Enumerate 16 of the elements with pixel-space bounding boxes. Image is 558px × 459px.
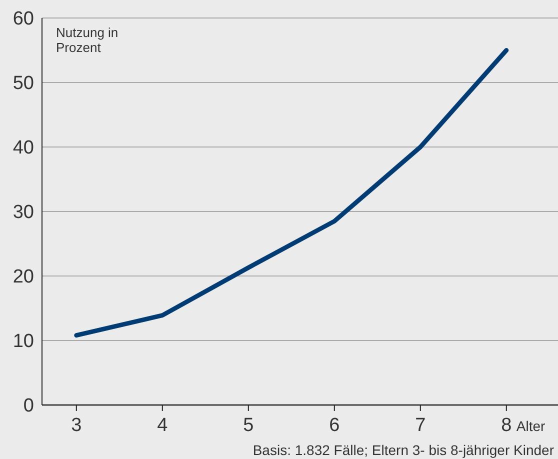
x-tick-label: 5 [243, 415, 254, 436]
x-tick-label: 7 [415, 415, 426, 436]
y-tick-label: 50 [12, 73, 34, 94]
x-tick-label: 3 [71, 415, 82, 436]
y-tick-label: 0 [23, 396, 34, 417]
x-tick-label: 6 [329, 415, 340, 436]
text: Basis: 1.832 Fälle; Eltern 3- bis 8-jähriger Kinder [252, 442, 554, 458]
x-axis-title: Alter [516, 418, 546, 434]
y-tick-label: 60 [12, 8, 34, 30]
y-tick-label: 30 [12, 202, 34, 224]
x-tick-label: 4 [157, 415, 168, 436]
y-tick-label: 20 [12, 266, 34, 288]
y-axis-title: Nutzung in Prozent [56, 25, 118, 55]
y-tick-label: 40 [12, 138, 34, 159]
y-tick-label: 10 [12, 331, 34, 352]
x-tick-label: 8 [501, 415, 512, 436]
